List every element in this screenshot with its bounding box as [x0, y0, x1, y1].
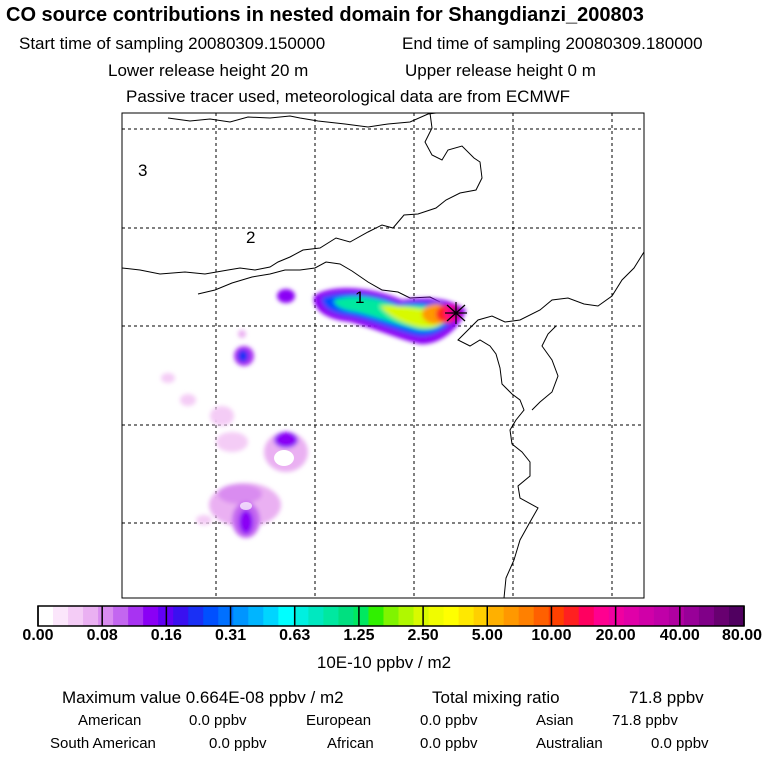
data-source-note: Passive tracer used, meteorological data… — [126, 87, 571, 106]
coastline — [457, 251, 644, 598]
colorbar-swatch — [278, 606, 294, 626]
colorbar-swatch — [653, 606, 670, 626]
colorbar-swatch — [293, 606, 309, 626]
colorbar-tick-label: 0.00 — [22, 627, 54, 644]
colorbar-swatch — [623, 606, 640, 626]
region-label-3: 3 — [138, 161, 147, 180]
colorbar-swatch — [53, 606, 69, 626]
total-mixing-ratio-value: 71.8 ppbv — [629, 688, 704, 707]
low-value-hole — [274, 450, 294, 466]
colorbar-swatch — [113, 606, 129, 626]
colorbar-swatch — [368, 606, 385, 626]
colorbar-swatch — [503, 606, 520, 626]
boundary-line-east — [122, 113, 483, 275]
colorbar-swatch — [578, 606, 595, 626]
region-value-asian: 71.8 ppbv — [612, 712, 678, 729]
colorbar-swatch — [248, 606, 264, 626]
colorbar-swatch — [683, 606, 700, 626]
colorbar-swatch — [533, 606, 550, 626]
colorbar-swatch — [308, 606, 325, 626]
colorbar-swatch — [218, 606, 234, 626]
page-title: CO source contributions in nested domain… — [6, 4, 644, 26]
colorbar-swatch — [338, 606, 355, 626]
region-name-australian: Australian — [536, 735, 603, 752]
colorbar-swatch — [638, 606, 655, 626]
colorbar-tick-label: 1.25 — [343, 627, 375, 644]
region-value-australian: 0.0 ppbv — [651, 735, 709, 752]
colorbar-swatch — [593, 606, 610, 626]
region-value-american: 0.0 ppbv — [189, 712, 247, 729]
colorbar-swatch — [353, 606, 370, 626]
colorbar-tick-label: 2.50 — [407, 627, 439, 644]
colorbar-tick-label: 20.00 — [595, 627, 636, 644]
colorbar-swatch — [128, 606, 144, 626]
colorbar-swatch — [518, 606, 535, 626]
colorbar-swatch — [713, 606, 730, 626]
colorbar-swatch — [323, 606, 340, 626]
colorbar-swatch — [263, 606, 279, 626]
colorbar-tick-label: 10.00 — [531, 627, 572, 644]
total-mixing-ratio-label: Total mixing ratio — [432, 688, 560, 707]
boundary-line-middle — [197, 261, 441, 303]
colorbar-ticks — [37, 606, 745, 626]
region-name-american: American — [78, 712, 142, 729]
colorbar-swatch — [458, 606, 475, 626]
colorbar-swatch — [608, 606, 625, 626]
colorbar-swatch — [698, 606, 715, 626]
region-name-south-american: South American — [50, 735, 156, 752]
region-value-south-american: 0.0 ppbv — [209, 735, 267, 752]
colorbar-swatch — [188, 606, 204, 626]
coastline-inner — [531, 325, 559, 411]
colorbar-swatch — [398, 606, 415, 626]
colorbar-tick-label: 0.63 — [279, 627, 311, 644]
colorbar-tick-label: 80.00 — [721, 627, 763, 644]
region-label-2: 2 — [246, 228, 255, 247]
colorbar-swatch — [428, 606, 445, 626]
region-name-european: European — [306, 712, 372, 729]
region-label-1: 1 — [355, 288, 364, 307]
colorbar-swatch — [143, 606, 159, 626]
colorbar-swatch — [98, 606, 114, 626]
region-name-asian: Asian — [536, 712, 574, 729]
maximum-value-label: Maximum value 0.664E-08 ppbv / m2 — [62, 688, 344, 707]
colorbar-swatch — [548, 606, 565, 626]
colorbar-tick-label: 0.08 — [86, 627, 118, 644]
colorbar-swatch — [383, 606, 400, 626]
colorbar-swatch — [728, 606, 745, 626]
end-time-label: End time of sampling 20080309.180000 — [402, 34, 703, 53]
colorbar-tick-label: 0.16 — [150, 627, 182, 644]
colorbar-tick-label: 5.00 — [471, 627, 503, 644]
low-value-hole — [240, 502, 252, 510]
colorbar-swatch — [668, 606, 685, 626]
colorbar-swatch — [443, 606, 460, 626]
colorbar-swatch — [38, 606, 54, 626]
boundary-line-north — [167, 113, 437, 128]
concentration-field — [161, 288, 466, 538]
upper-release-height-label: Upper release height 0 m — [405, 61, 596, 80]
colorbar-tick-label: 0.31 — [214, 627, 247, 644]
colorbar-tick-label: 40.00 — [659, 627, 700, 644]
colorbar-swatch — [203, 606, 219, 626]
colorbar-swatch — [473, 606, 490, 626]
colorbar-swatch — [83, 606, 99, 626]
colorbar-swatch — [68, 606, 84, 626]
region-value-european: 0.0 ppbv — [420, 712, 478, 729]
boundary-lines — [122, 113, 644, 598]
colorbar — [38, 606, 745, 626]
start-time-label: Start time of sampling 20080309.150000 — [19, 34, 326, 53]
colorbar-swatch — [563, 606, 580, 626]
map-frame — [121, 112, 645, 599]
colorbar-swatch — [488, 606, 505, 626]
colorbar-unit: 10E-10 ppbv / m2 — [316, 653, 452, 672]
colorbar-swatch — [413, 606, 430, 626]
region-name-african: African — [327, 735, 374, 752]
lower-release-height-label: Lower release height 20 m — [108, 61, 309, 80]
colorbar-swatch — [173, 606, 189, 626]
region-value-african: 0.0 ppbv — [420, 735, 478, 752]
star-icon — [445, 302, 467, 324]
colorbar-swatch — [233, 606, 249, 626]
